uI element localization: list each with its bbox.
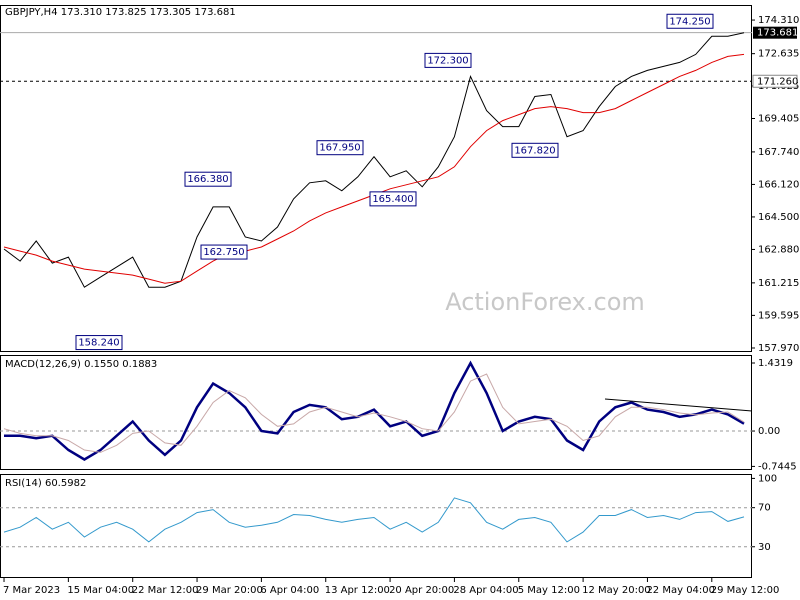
annotation-label: 167.820 xyxy=(514,145,555,156)
trend-line xyxy=(604,398,753,412)
y-tick-label: 167.740 xyxy=(758,147,799,158)
x-tick-label: 22 May 04:00 xyxy=(646,585,715,596)
annotation-box xyxy=(424,52,472,68)
annotation-label: 174.250 xyxy=(669,16,710,27)
x-tick-label: 20 Apr 20:00 xyxy=(389,585,454,596)
annotation-label: 172.300 xyxy=(427,55,468,66)
annotation-box xyxy=(200,244,248,260)
series-line xyxy=(4,360,745,461)
y-tick-label: 174.310 xyxy=(758,15,799,26)
y-tick-label: 1.4319 xyxy=(758,358,793,369)
y-tick-label: 169.405 xyxy=(758,113,799,124)
y-tick-label: 164.500 xyxy=(758,212,799,223)
current-price-label: 173.681 xyxy=(757,28,798,39)
y-tick-label: 166.120 xyxy=(758,179,799,190)
y-tick-label: 172.635 xyxy=(758,49,799,60)
x-tick-label: 12 May 20:00 xyxy=(582,585,651,596)
y-tick-label: 100 xyxy=(758,473,777,484)
y-tick-label: 161.215 xyxy=(758,278,799,289)
watermark: ActionForex.com xyxy=(445,288,645,316)
series-line xyxy=(3,32,745,288)
y-tick-label: 157.970 xyxy=(758,343,799,354)
annotation-label: 162.750 xyxy=(203,247,244,258)
annotation-box xyxy=(316,140,364,156)
x-tick-label: 7 Mar 2023 xyxy=(3,585,60,596)
x-tick-label: 15 Mar 04:00 xyxy=(67,585,134,596)
pane-title: RSI(14) 60.5982 xyxy=(5,478,86,489)
annotation-label: 167.950 xyxy=(319,143,360,154)
level-label: 171.260 xyxy=(757,76,798,87)
annotation-box xyxy=(184,171,232,187)
annotation-label: 158.240 xyxy=(78,338,119,349)
annotation-box xyxy=(666,13,714,29)
series-line xyxy=(3,497,745,543)
annotation-label: 165.400 xyxy=(372,194,413,205)
y-tick-label: -0.7445 xyxy=(758,461,797,472)
annotation-box xyxy=(75,335,123,351)
x-tick-label: 6 Apr 04:00 xyxy=(260,585,319,596)
pane-title: MACD(12,26,9) 0.1550 0.1883 xyxy=(5,359,157,370)
y-tick-label: 162.880 xyxy=(758,244,799,255)
pane xyxy=(0,474,752,578)
annotation-box xyxy=(369,191,417,207)
current-price-box xyxy=(753,26,797,39)
x-tick-label: 13 Apr 12:00 xyxy=(325,585,390,596)
y-tick-label: 0.00 xyxy=(758,426,780,437)
annotation-label: 166.380 xyxy=(187,174,228,185)
pane xyxy=(0,5,752,352)
y-tick-label: 30 xyxy=(758,542,771,553)
y-tick-label: 70 xyxy=(758,503,771,514)
annotation-box xyxy=(511,142,559,158)
pane-title: GBPJPY,H4 173.310 173.825 173.305 173.68… xyxy=(5,7,236,18)
x-tick-label: 28 Apr 04:00 xyxy=(453,585,518,596)
x-tick-label: 5 May 12:00 xyxy=(518,585,580,596)
y-tick-label: 159.595 xyxy=(758,310,799,321)
x-tick-label: 29 May 12:00 xyxy=(711,585,780,596)
level-box xyxy=(752,74,798,88)
x-tick-label: 29 Mar 20:00 xyxy=(196,585,263,596)
x-tick-label: 22 Mar 12:00 xyxy=(132,585,199,596)
series-line xyxy=(3,373,745,453)
